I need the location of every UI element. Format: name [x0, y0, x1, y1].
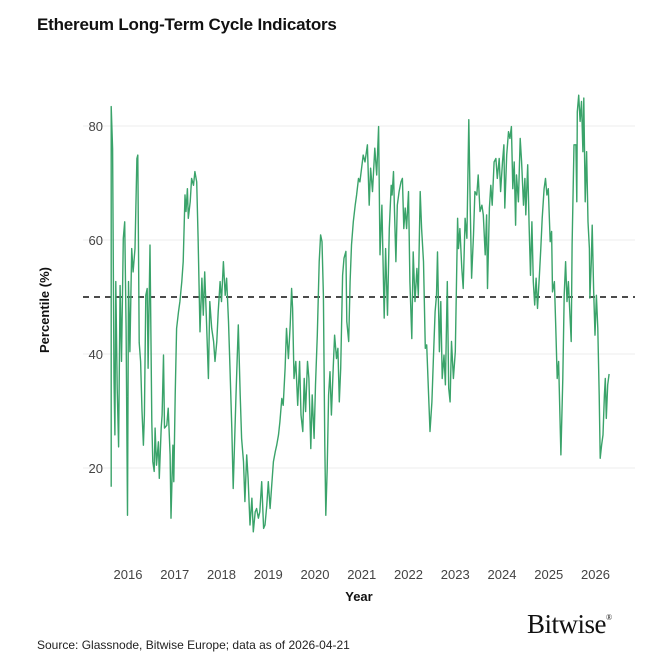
- x-tick-label: 2019: [254, 567, 283, 582]
- gridlines: [83, 125, 635, 469]
- y-tick-label: 40: [89, 347, 103, 362]
- x-tick-label: 2025: [534, 567, 563, 582]
- y-axis-title: Percentile (%): [37, 267, 52, 353]
- source-note: Source: Glassnode, Bitwise Europe; data …: [37, 638, 350, 652]
- series-line: [110, 94, 610, 533]
- x-tick-label: 2020: [301, 567, 330, 582]
- x-tick-label: 2026: [581, 567, 610, 582]
- y-tick-label: 20: [89, 461, 103, 476]
- y-tick-label: 60: [89, 233, 103, 248]
- x-tick-label: 2022: [394, 567, 423, 582]
- x-tick-label: 2016: [114, 567, 143, 582]
- chart-title: Ethereum Long-Term Cycle Indicators: [37, 15, 337, 34]
- bitwise-logo: Bitwise®: [527, 609, 612, 639]
- x-tick-label: 2021: [347, 567, 376, 582]
- x-tick-label: 2024: [488, 567, 517, 582]
- x-tick-label: 2018: [207, 567, 236, 582]
- x-axis-ticks: 2016 2017 2018 2019 2020 2021 2022 2023 2024 2025…: [114, 567, 610, 582]
- y-tick-label: 80: [89, 119, 103, 134]
- y-axis-ticks: 20 40 60 80: [89, 119, 103, 476]
- x-axis-title: Year: [345, 589, 372, 604]
- x-tick-label: 2023: [441, 567, 470, 582]
- x-tick-label: 2017: [160, 567, 189, 582]
